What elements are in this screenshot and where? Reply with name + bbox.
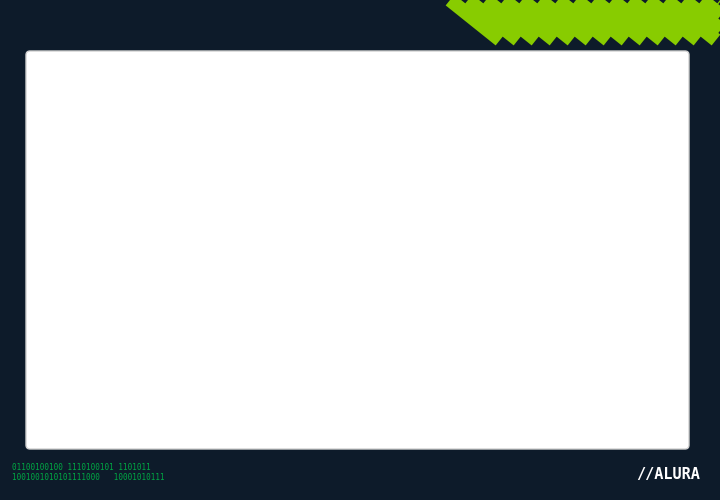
X-axis label: Data: Data	[354, 408, 390, 422]
Y-axis label: Valor: Valor	[56, 222, 70, 258]
Text: //ALURA: //ALURA	[636, 467, 700, 482]
Text: 01100100100 1110100101 1101011
1001001010101111000   10001010111: 01100100100 1110100101 1101011 100100101…	[12, 462, 165, 482]
Text: Série Temporal Simulada: Série Temporal Simulada	[102, 74, 327, 93]
FancyBboxPatch shape	[26, 51, 689, 449]
